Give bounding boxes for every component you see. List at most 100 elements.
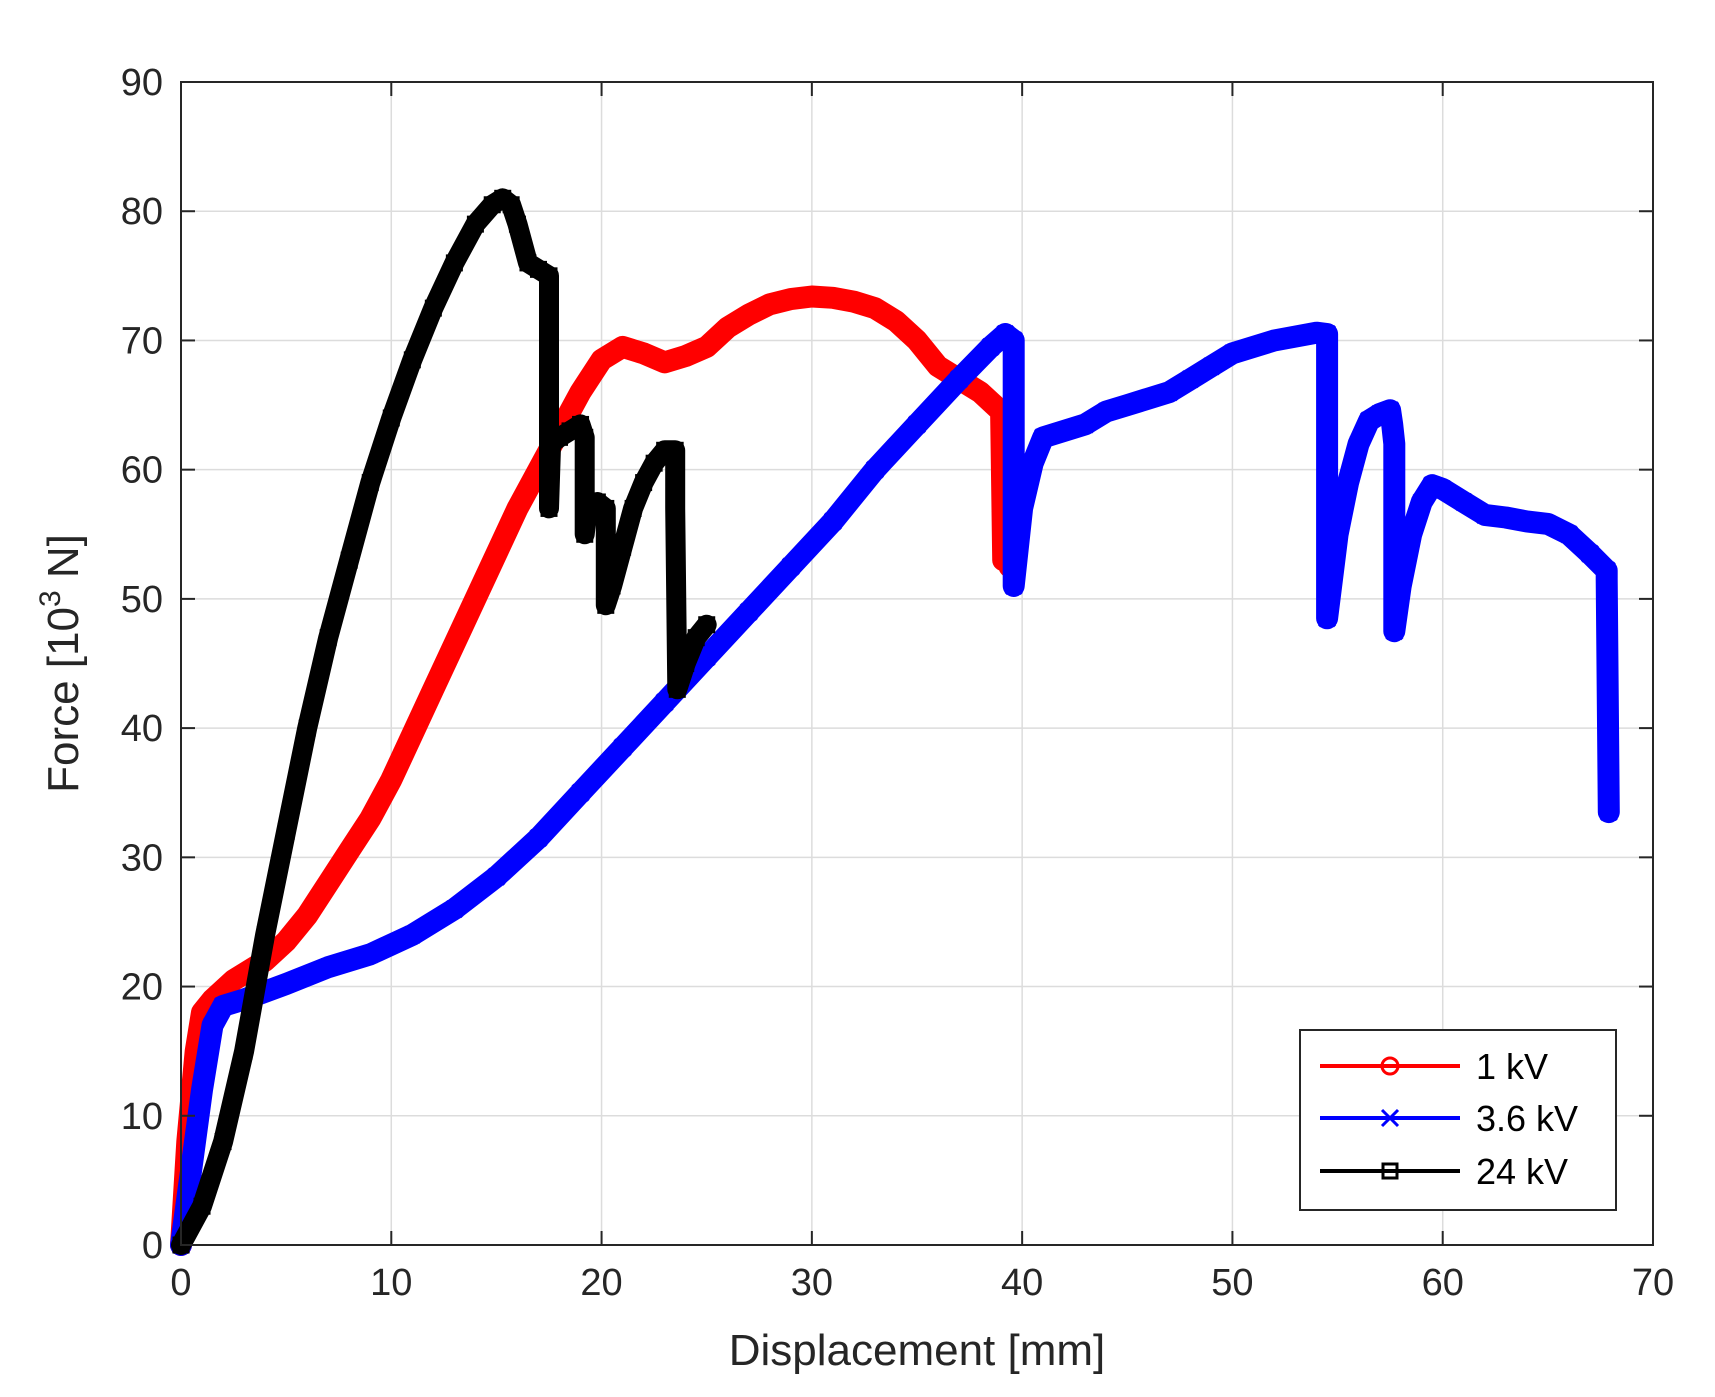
data-point [1599, 803, 1618, 822]
y-tick-label: 20 [121, 967, 163, 1009]
data-point [603, 577, 621, 595]
data-point [214, 1133, 232, 1151]
data-point [1076, 415, 1095, 434]
legend: 1 kV 3.6 kV 24 kV [1299, 1029, 1617, 1211]
data-point [361, 474, 379, 492]
data-point [1475, 505, 1494, 524]
data-point [298, 719, 316, 737]
data-point [424, 299, 442, 317]
data-point [666, 441, 684, 459]
data-point [614, 538, 632, 556]
y-tick-label: 70 [121, 320, 163, 362]
legend-label-3-6kv: 3.6 kV [1476, 1098, 1578, 1139]
data-point [1013, 499, 1032, 518]
legend-marker-circle-icon [1380, 1056, 1400, 1076]
data-point [403, 351, 421, 369]
data-point [1559, 525, 1578, 544]
data-point [697, 337, 717, 357]
data-point [571, 783, 590, 802]
data-point [1580, 544, 1599, 563]
data-point [1004, 331, 1023, 350]
data-point [507, 498, 527, 518]
data-point [907, 330, 927, 350]
data-point [1004, 576, 1023, 596]
data-point [656, 441, 674, 459]
data-point [676, 346, 696, 366]
data-point [361, 945, 380, 964]
axis-ticks [180, 81, 1654, 1246]
data-point [949, 370, 969, 389]
data-point [1412, 492, 1431, 512]
data-point [182, 1158, 201, 1177]
data-point [1402, 525, 1421, 544]
y-tick-label: 80 [121, 191, 163, 233]
y-tick-label: 90 [121, 62, 163, 104]
data-point [1202, 357, 1221, 376]
data-point [339, 841, 359, 861]
data-point [865, 460, 885, 479]
x-tick-label: 70 [1632, 1262, 1674, 1304]
data-point [192, 1080, 212, 1099]
data-point [276, 931, 296, 951]
data-point [844, 292, 864, 312]
data-point [1317, 609, 1337, 628]
data-point [645, 454, 663, 472]
data-point [213, 996, 233, 1016]
data-point [1597, 570, 1616, 589]
data-point [1317, 324, 1337, 344]
data-point [1538, 514, 1557, 534]
data-point [1265, 331, 1284, 350]
legend-marker-square-icon [1381, 1162, 1399, 1180]
data-point [529, 828, 548, 848]
y-tick-label: 50 [121, 579, 163, 621]
data-point [1454, 492, 1473, 512]
data-point [613, 337, 633, 357]
y-tick-label: 60 [121, 450, 163, 492]
data-point [635, 474, 653, 492]
legend-label-24kv: 24 kV [1476, 1151, 1568, 1192]
data-point [193, 1197, 211, 1215]
data-point [340, 551, 358, 569]
data-point [1286, 327, 1305, 346]
data-point [1118, 395, 1137, 415]
data-point [576, 428, 594, 446]
data-point [382, 409, 400, 427]
data-point [677, 655, 695, 672]
data-point [655, 352, 675, 372]
series-layer [170, 188, 1620, 1256]
data-point [319, 958, 338, 977]
y-tick-label: 30 [121, 837, 163, 879]
data-point [698, 616, 716, 634]
data-point [277, 974, 296, 994]
plot-frame [180, 81, 1654, 1246]
data-point [823, 512, 842, 531]
data-point [256, 926, 274, 944]
data-point [760, 294, 780, 314]
data-point [1244, 337, 1263, 356]
data-point [445, 899, 464, 919]
data-point [1385, 622, 1404, 641]
tick-labels: 0 10 20 30 40 50 60 70 0 10 20 30 40 50 60 70 80 90 [121, 62, 1674, 1304]
data-point [802, 287, 822, 307]
x-tick-label: 50 [1211, 1262, 1253, 1304]
legend-entry-1kv: 1 kV [1320, 1046, 1548, 1087]
data-point [781, 557, 800, 576]
data-point [381, 770, 401, 790]
data-point [1385, 434, 1404, 453]
data-point [1139, 389, 1158, 408]
data-point [576, 525, 594, 543]
x-tick-label: 40 [1001, 1262, 1043, 1304]
data-point [634, 343, 654, 363]
x-tick-label: 60 [1422, 1262, 1464, 1304]
y-axis-label: Force [103 N] [34, 534, 88, 793]
data-point [465, 589, 485, 609]
data-point [865, 298, 885, 318]
data-point [592, 350, 612, 370]
data-point [1328, 525, 1347, 544]
data-point [540, 499, 558, 517]
data-point [1517, 512, 1536, 531]
series-line [179, 294, 1011, 1246]
data-point [578, 506, 596, 524]
legend-marker-x-icon [1380, 1108, 1400, 1128]
